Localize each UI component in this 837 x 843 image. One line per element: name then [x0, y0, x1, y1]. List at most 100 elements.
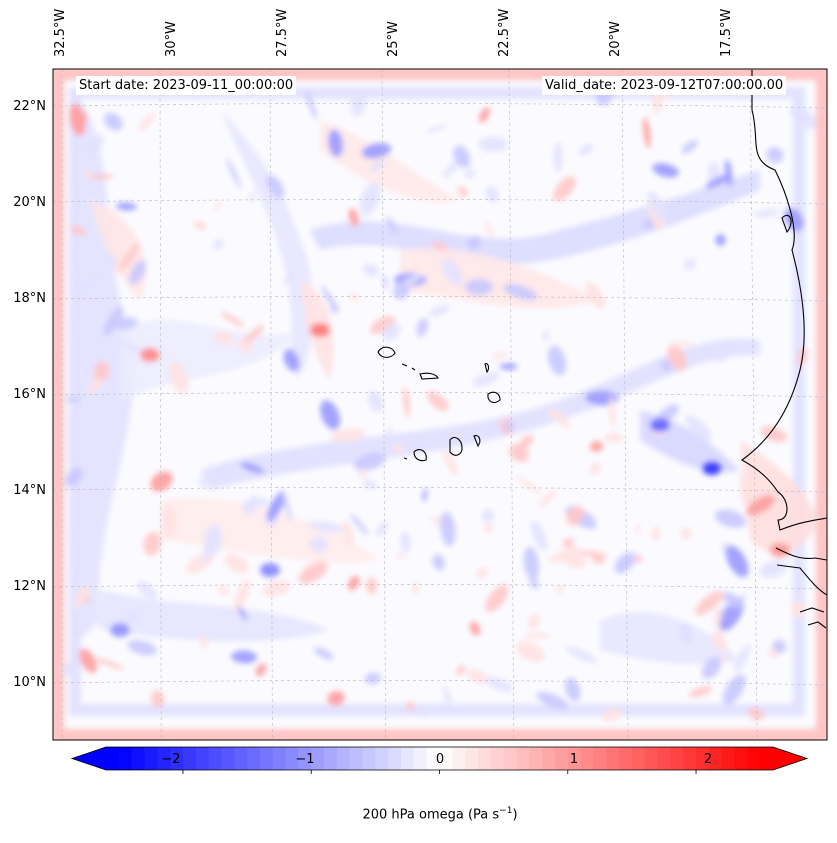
- omega-cell: [466, 669, 490, 685]
- omega-cell: [219, 461, 235, 475]
- omega-cell: [244, 324, 265, 343]
- map-frame: [52, 68, 828, 741]
- omega-cell: [281, 488, 292, 522]
- colorbar-segment: [401, 747, 415, 770]
- colorbar-segment: [696, 747, 710, 770]
- omega-cell: [330, 302, 336, 314]
- omega-cell: [68, 407, 81, 420]
- omega-cell: [464, 169, 476, 179]
- omega-cell: [94, 657, 124, 670]
- omega-cell: [472, 372, 500, 387]
- start-date-label: Start date: 2023-09-11_00:00:00: [76, 76, 297, 95]
- omega-cell: [478, 136, 508, 153]
- omega-cell: [252, 497, 268, 507]
- omega-cell: [748, 707, 764, 721]
- omega-cell: [478, 107, 491, 123]
- omega-cell: [69, 103, 86, 137]
- omega-cell: [508, 443, 530, 463]
- omega-cell: [660, 360, 672, 372]
- omega-cell: [634, 524, 641, 534]
- guinea-coastline: [775, 547, 827, 629]
- omega-extreme: [140, 348, 160, 362]
- omega-patch: [740, 440, 820, 554]
- omega-cell: [609, 396, 616, 429]
- omega-cell: [536, 691, 569, 709]
- lon-label-30w: 30°W: [164, 21, 179, 57]
- gridline-parallel: [53, 296, 827, 302]
- omega-cell: [432, 554, 445, 571]
- omega-cell: [198, 478, 207, 488]
- omega-cell: [614, 552, 636, 574]
- omega-cell: [136, 581, 157, 599]
- cape-verde-island: [419, 372, 439, 380]
- colorbar-segment: [606, 747, 620, 770]
- colorbar-segment: [503, 747, 518, 770]
- colorbar-label: 200 hPa omega (Pa s−1): [0, 806, 837, 822]
- omega-cell: [138, 112, 155, 132]
- colorbar-segment: [324, 747, 338, 770]
- colorbar-segment: [413, 747, 428, 770]
- colorbar-tick-label: 0: [435, 752, 445, 767]
- omega-cell: [94, 502, 102, 512]
- colorbar-segment: [118, 747, 133, 770]
- colorbar-segment: [259, 747, 274, 770]
- colorbar-segment: [721, 747, 736, 770]
- omega-cell: [565, 646, 598, 664]
- omega-cell: [82, 268, 102, 291]
- omega-cell: [734, 643, 751, 673]
- colorbar-segment: [670, 747, 684, 770]
- colorbar-segment: [747, 747, 761, 770]
- omega-cell: [200, 534, 219, 563]
- omega-cell: [504, 422, 515, 431]
- omega-cell: [402, 386, 410, 418]
- omega-cell: [218, 585, 230, 596]
- omega-cell: [553, 141, 563, 174]
- omega-cell: [429, 304, 451, 317]
- omega-cell: [143, 531, 162, 556]
- omega-cell: [118, 242, 141, 271]
- omega-cell: [65, 467, 84, 487]
- omega-cell: [680, 527, 693, 540]
- omega-cell: [231, 650, 258, 664]
- omega-cell: [213, 200, 223, 211]
- omega-cell: [643, 117, 651, 149]
- omega-cell: [395, 553, 407, 559]
- boundary-frame: [53, 69, 827, 740]
- omega-cell: [115, 317, 138, 330]
- omega-cell: [681, 139, 699, 154]
- omega-cell: [382, 323, 401, 341]
- lat-label-20n: 20°N: [13, 195, 46, 210]
- colorbar-segment: [542, 747, 556, 770]
- omega-cell: [219, 311, 245, 327]
- omega-cell: [453, 145, 471, 168]
- colorbar-segment: [349, 747, 364, 770]
- gridline-parallel: [53, 680, 827, 686]
- omega-cell: [484, 220, 494, 239]
- omega-cell: [590, 441, 604, 453]
- omega-cell: [248, 190, 256, 203]
- cape-verde-island: [449, 437, 463, 456]
- omega-cell: [255, 663, 267, 677]
- colorbar-segment: [760, 747, 774, 770]
- omega-cell: [679, 627, 693, 642]
- omega-cell: [88, 173, 115, 180]
- colorbar-segment: [644, 747, 659, 770]
- omega-cell: [393, 443, 403, 455]
- omega-patch: [220, 110, 313, 377]
- colorbar-segment: [708, 747, 723, 770]
- omega-cell: [566, 505, 584, 526]
- gridline-meridian: [381, 69, 386, 740]
- omega-cell: [759, 560, 788, 578]
- omega-cell: [93, 361, 110, 381]
- omega-cell: [83, 169, 90, 178]
- omega-extreme: [260, 563, 280, 577]
- omega-cell: [790, 600, 806, 618]
- lon-label-27-5w: 27.5°W: [275, 8, 290, 57]
- omega-cell: [213, 330, 233, 345]
- omega-cell: [503, 283, 538, 300]
- colorbar-segment: [106, 747, 120, 770]
- omega-cell: [400, 531, 411, 553]
- omega-cell: [724, 159, 733, 188]
- omega-cell: [701, 657, 722, 679]
